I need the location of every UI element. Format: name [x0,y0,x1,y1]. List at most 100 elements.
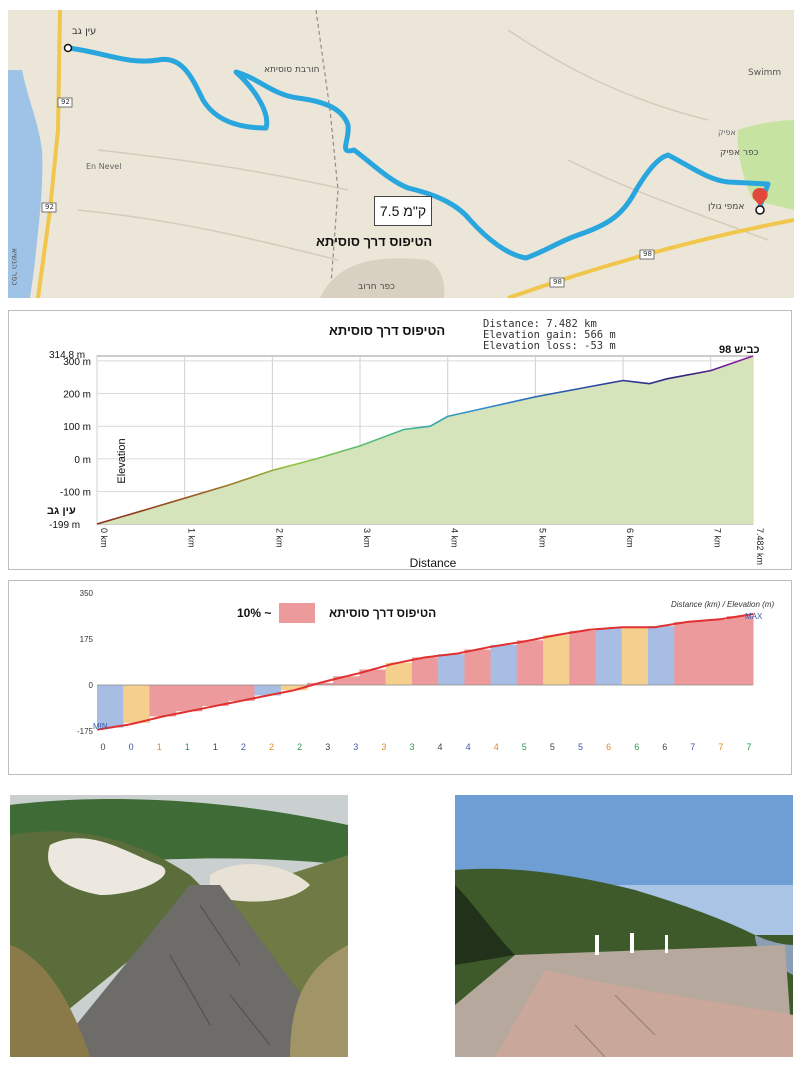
slope-band [700,619,728,685]
y-axis-title: Elevation [116,438,128,483]
route-title: הטיפוס דרך סוסיתא [316,234,433,249]
slope-x-tick: 6 [662,742,667,752]
start-label: עין גב [47,505,76,517]
slope-band [202,685,229,706]
place-en-nevel: En Nevel [86,162,122,171]
road-98-label: 98 [643,250,652,258]
slope-band [123,685,150,723]
slope-x-tick: 6 [606,742,611,752]
elevation-area [97,356,753,524]
slope-y-tick: -175 [77,727,94,736]
x-tick-label: 3 km [362,528,372,548]
slope-chart-panel: 350 175 0 -175 0 0 1 1 1 2 2 2 3 3 3 3 4 4 4 5 5 5 6 6 6 7 7 7 10%… [8,580,792,775]
slope-x-tick: 2 [241,742,246,752]
slope-x-tick: 1 [185,742,190,752]
place-kfar-afik: כפר אפיק [720,148,759,158]
x-tick-label: 4 km [450,528,460,548]
route-end-marker [755,205,765,215]
slope-y-tick: 0 [89,681,94,690]
slope-band [490,644,518,685]
slope-band [254,685,282,696]
top-elev-label: 314.8 m [49,350,85,361]
x-tick-label: 0 km [99,528,109,548]
slope-band [280,685,308,691]
elevation-profile-panel: 0 km 1 km 2 km 3 km 4 km 5 km 6 km 7 km 7.482 km… [8,310,792,570]
legend-swatch [279,603,315,623]
bottom-elev-label: -199 m [49,520,80,531]
map-canvas [8,10,794,298]
y-tick-label: -100 m [60,488,91,499]
slope-title: הטיפוס דרך סוסיתא [329,606,436,620]
slope-x-tick: 0 [100,742,105,752]
slope-x-tick: 4 [437,742,442,752]
slope-x-tick: 6 [634,742,639,752]
x-axis-title: Distance [410,556,457,569]
end-label: כביש 98 [719,344,760,356]
stat-distance: Distance: 7.482 km [483,318,597,330]
slope-band [543,635,570,685]
slope-band [648,626,675,685]
legend-text: 10% ~ [237,606,271,620]
elevation-line [96,355,754,525]
road-92 [36,10,62,298]
route-start-marker [63,43,73,53]
slope-corner-label: Distance (km) / Elevation (m) [671,600,774,609]
slope-band [97,685,124,728]
road-98-label-2: 98 [553,278,562,286]
slope-x-tick: 2 [269,742,274,752]
lake-kinneret [8,70,43,298]
slope-x-tick: 3 [353,742,358,752]
slope-band [228,685,255,701]
y-tick-label: 300 m [63,357,91,368]
slope-band [175,685,203,712]
slope-x-tick: 2 [297,742,302,752]
x-tick-label: 7.482 km [755,528,765,565]
slope-band [674,621,701,685]
road-photo-2 [455,795,793,1057]
slope-x-tick: 7 [718,742,723,752]
slope-max-label: MAX [745,612,763,621]
slope-x-tick: 3 [325,742,330,752]
road-92-label-2: 92 [45,203,54,211]
slope-x-tick: 4 [494,742,499,752]
route-line [65,45,771,261]
slope-x-tick: 0 [129,742,134,752]
slope-band [726,616,754,685]
slope-band [149,685,177,717]
stat-gain: Elevation gain: 566 m [483,329,616,341]
slope-band [359,669,387,685]
slope-x-tick: 5 [522,742,527,752]
road-92-label: 92 [61,98,70,106]
slope-x-tick: 5 [578,742,583,752]
place-kfar-charuv: כפר חרוב [358,282,395,292]
kfar-charuv-area [320,258,445,298]
stat-loss: Elevation loss: -53 m [483,340,616,352]
slope-band [595,628,623,685]
slope-profile-line [96,613,754,731]
slope-x-tick: 5 [550,742,555,752]
slope-x-tick: 3 [381,742,386,752]
x-tick-label: 5 km [537,528,547,548]
road-photo-1 [10,795,348,1057]
place-ein-gev: עין גב [72,26,97,37]
route-map[interactable]: עין גב חורבת סוסיתא כפר חרוב כפר אפיק אמ… [8,10,794,298]
place-kfar-hanassi: כפר הנשיא [10,248,19,286]
slope-x-tick: 7 [690,742,695,752]
slope-min-label: MIN [93,722,108,731]
slope-band [569,630,596,685]
elevation-title: הטיפוס דרך סוסיתא [329,323,445,338]
place-hurvat-susita: חורבת סוסיתא [264,65,320,75]
place-amfi-golan: אמפי גולן [708,202,745,212]
route-distance-box: 7.5 ק"מ [374,196,432,226]
slope-y-tick: 350 [80,589,94,598]
slope-x-tick: 4 [466,742,471,752]
slope-band [464,649,492,685]
y-tick-label: 100 m [63,422,91,433]
elevation-chart: 0 km 1 km 2 km 3 km 4 km 5 km 6 km 7 km 7.482 km… [47,318,765,570]
slope-y-tick: 175 [80,635,94,644]
x-tick-label: 2 km [274,528,284,548]
slope-x-tick: 7 [746,742,751,752]
slope-band [333,676,360,685]
slope-band [385,662,413,685]
armistice-line [315,10,339,298]
